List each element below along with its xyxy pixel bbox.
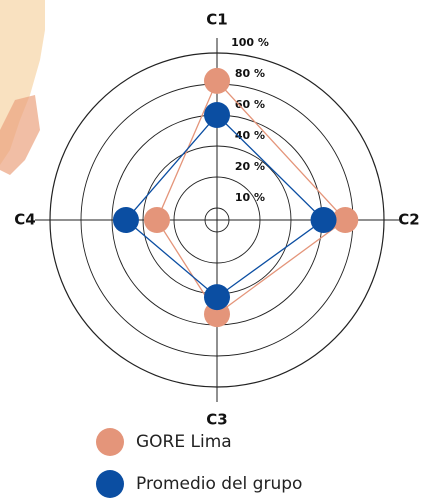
data-point xyxy=(204,67,230,94)
background-decoration xyxy=(0,95,40,175)
data-point xyxy=(310,207,337,233)
legend-label: GORE Lima xyxy=(136,432,232,452)
axis-label: C2 xyxy=(398,211,419,229)
tick-label: 20 % xyxy=(235,160,265,173)
legend-marker xyxy=(96,470,124,498)
tick-label: 10 % xyxy=(235,191,265,204)
legend-marker xyxy=(96,428,124,456)
tick-label: 80 % xyxy=(235,67,265,80)
data-point xyxy=(143,207,170,233)
series-line xyxy=(125,114,325,298)
axis-label: C1 xyxy=(206,11,227,29)
tick-label: 40 % xyxy=(235,129,265,142)
data-point xyxy=(204,284,230,311)
axis-label: C3 xyxy=(206,411,227,429)
data-point xyxy=(332,207,359,233)
data-point xyxy=(204,102,230,128)
data-point xyxy=(112,207,139,233)
axis-label: C4 xyxy=(14,211,35,229)
legend-label: Promedio del grupo xyxy=(136,474,302,494)
tick-label: 100 % xyxy=(231,36,269,49)
